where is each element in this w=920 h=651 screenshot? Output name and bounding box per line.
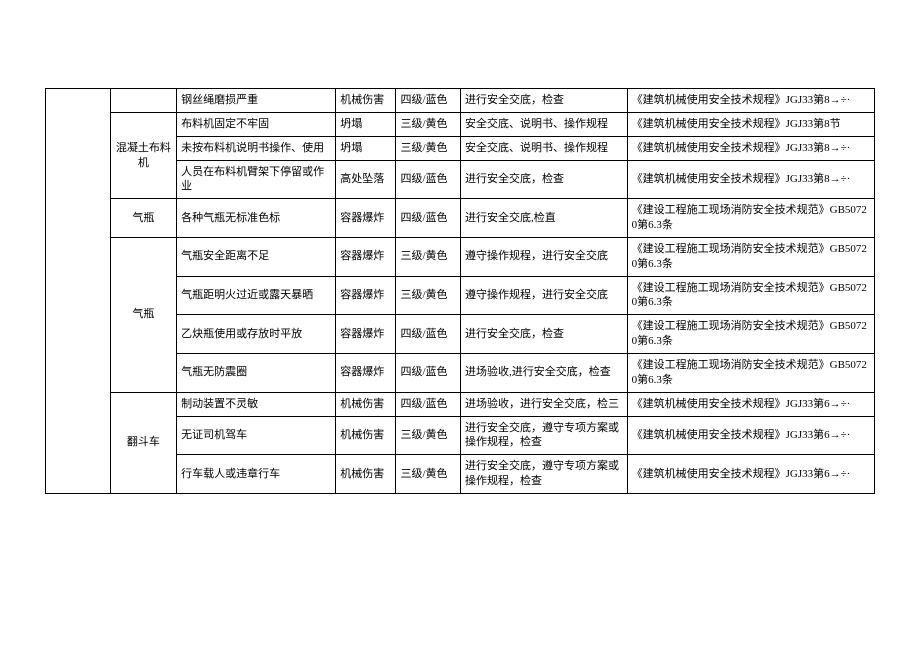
cell-ref: 《建设工程施工现场消防安全技术规范》GB50720第6.3条 bbox=[627, 237, 874, 276]
cell-hazard: 气瓶安全距离不足 bbox=[177, 237, 336, 276]
cell-group0 bbox=[46, 89, 111, 494]
cell-hazard: 各种气瓶无标准色标 bbox=[177, 199, 336, 238]
cell-ref: 《建设工程施工现场消防安全技术规范》GB50720第6.3条 bbox=[627, 315, 874, 354]
cell-level: 三级/黄色 bbox=[396, 455, 461, 494]
cell-hazard: 气瓶距明火过近或露天暴晒 bbox=[177, 276, 336, 315]
page: 钢丝绳磨损严重 机械伤害 四级/蓝色 进行安全交底，检查 《建筑机械使用安全技术… bbox=[0, 0, 920, 651]
cell-hazard: 未按布料机说明书操作、使用 bbox=[177, 136, 336, 160]
cell-level: 四级/蓝色 bbox=[396, 160, 461, 199]
cell-ref: 《建筑机械使用安全技术规程》JGJ33第6→÷· bbox=[627, 392, 874, 416]
cell-level: 四级/蓝色 bbox=[396, 315, 461, 354]
cell-measure: 安全交底、说明书、操作规程 bbox=[460, 112, 627, 136]
cell-ref: 《建筑机械使用安全技术规程》JGJ33第6→÷· bbox=[627, 455, 874, 494]
cell-category: 翻斗车 bbox=[110, 392, 177, 493]
cell-measure: 遵守操作规程，进行安全交底 bbox=[460, 276, 627, 315]
cell-measure: 进场验收，进行安全交底，检三 bbox=[460, 392, 627, 416]
cell-level: 四级/蓝色 bbox=[396, 199, 461, 238]
cell-level: 三级/黄色 bbox=[396, 112, 461, 136]
cell-level: 三级/黄色 bbox=[396, 136, 461, 160]
cell-ref: 《建筑机械使用安全技术规程》JGJ33第8→÷· bbox=[627, 136, 874, 160]
cell-hazard: 行车载人或违章行车 bbox=[177, 455, 336, 494]
safety-table: 钢丝绳磨损严重 机械伤害 四级/蓝色 进行安全交底，检查 《建筑机械使用安全技术… bbox=[45, 88, 875, 494]
table-row: 气瓶 各种气瓶无标准色标 容器爆炸 四级/蓝色 进行安全交底,检直 《建设工程施… bbox=[46, 199, 875, 238]
cell-hazard: 人员在布料机臂架下停留或作业 bbox=[177, 160, 336, 199]
cell-type: 机械伤害 bbox=[336, 392, 396, 416]
cell-type: 机械伤害 bbox=[336, 416, 396, 455]
table-row: 钢丝绳磨损严重 机械伤害 四级/蓝色 进行安全交底，检查 《建筑机械使用安全技术… bbox=[46, 89, 875, 113]
cell-category: 气瓶 bbox=[110, 237, 177, 392]
cell-measure: 进行安全交底，检查 bbox=[460, 89, 627, 113]
cell-ref: 《建设工程施工现场消防安全技术规范》GB50720第6.3条 bbox=[627, 353, 874, 392]
cell-measure: 进行安全交底，遵守专项方案或操作规程，检查 bbox=[460, 416, 627, 455]
cell-level: 三级/黄色 bbox=[396, 416, 461, 455]
cell-type: 容器爆炸 bbox=[336, 237, 396, 276]
cell-hazard: 气瓶无防震圈 bbox=[177, 353, 336, 392]
cell-type: 高处坠落 bbox=[336, 160, 396, 199]
cell-type: 机械伤害 bbox=[336, 89, 396, 113]
cell-category bbox=[110, 89, 177, 113]
cell-ref: 《建筑机械使用安全技术规程》JGJ33第8→÷· bbox=[627, 89, 874, 113]
cell-type: 容器爆炸 bbox=[336, 199, 396, 238]
cell-level: 三级/黄色 bbox=[396, 276, 461, 315]
cell-measure: 进行安全交底,检直 bbox=[460, 199, 627, 238]
cell-type: 容器爆炸 bbox=[336, 276, 396, 315]
cell-type: 容器爆炸 bbox=[336, 353, 396, 392]
cell-measure: 进行安全交底，检查 bbox=[460, 160, 627, 199]
cell-hazard: 无证司机驾车 bbox=[177, 416, 336, 455]
cell-ref: 《建筑机械使用安全技术规程》JGJ33第8→÷· bbox=[627, 160, 874, 199]
cell-category: 气瓶 bbox=[110, 199, 177, 238]
cell-hazard: 乙炔瓶使用或存放时平放 bbox=[177, 315, 336, 354]
table-row: 翻斗车 制动装置不灵敏 机械伤害 四级/蓝色 进场验收，进行安全交底，检三 《建… bbox=[46, 392, 875, 416]
cell-hazard: 钢丝绳磨损严重 bbox=[177, 89, 336, 113]
cell-hazard: 制动装置不灵敏 bbox=[177, 392, 336, 416]
cell-ref: 《建筑机械使用安全技术规程》JGJ33第6→÷· bbox=[627, 416, 874, 455]
cell-level: 四级/蓝色 bbox=[396, 89, 461, 113]
cell-level: 四级/蓝色 bbox=[396, 392, 461, 416]
cell-measure: 安全交底、说明书、操作规程 bbox=[460, 136, 627, 160]
cell-measure: 进行安全交底，遵守专项方案或操作规程，检查 bbox=[460, 455, 627, 494]
cell-level: 三级/黄色 bbox=[396, 237, 461, 276]
cell-ref: 《建筑机械使用安全技术规程》JGJ33第8节 bbox=[627, 112, 874, 136]
cell-ref: 《建设工程施工现场消防安全技术规范》GB50720第6.3条 bbox=[627, 199, 874, 238]
cell-measure: 遵守操作规程，进行安全交底 bbox=[460, 237, 627, 276]
cell-hazard: 布料机固定不牢固 bbox=[177, 112, 336, 136]
cell-measure: 进行安全交底，检查 bbox=[460, 315, 627, 354]
cell-ref: 《建设工程施工现场消防安全技术规范》GB50720第6.3条 bbox=[627, 276, 874, 315]
cell-type: 坍塌 bbox=[336, 112, 396, 136]
table-row: 混凝土布料机 布料机固定不牢固 坍塌 三级/黄色 安全交底、说明书、操作规程 《… bbox=[46, 112, 875, 136]
cell-level: 四级/蓝色 bbox=[396, 353, 461, 392]
cell-type: 容器爆炸 bbox=[336, 315, 396, 354]
cell-type: 机械伤害 bbox=[336, 455, 396, 494]
cell-type: 坍塌 bbox=[336, 136, 396, 160]
table-row: 气瓶 气瓶安全距离不足 容器爆炸 三级/黄色 遵守操作规程，进行安全交底 《建设… bbox=[46, 237, 875, 276]
cell-category: 混凝土布料机 bbox=[110, 112, 177, 198]
cell-measure: 进场验收,进行安全交底，检查 bbox=[460, 353, 627, 392]
